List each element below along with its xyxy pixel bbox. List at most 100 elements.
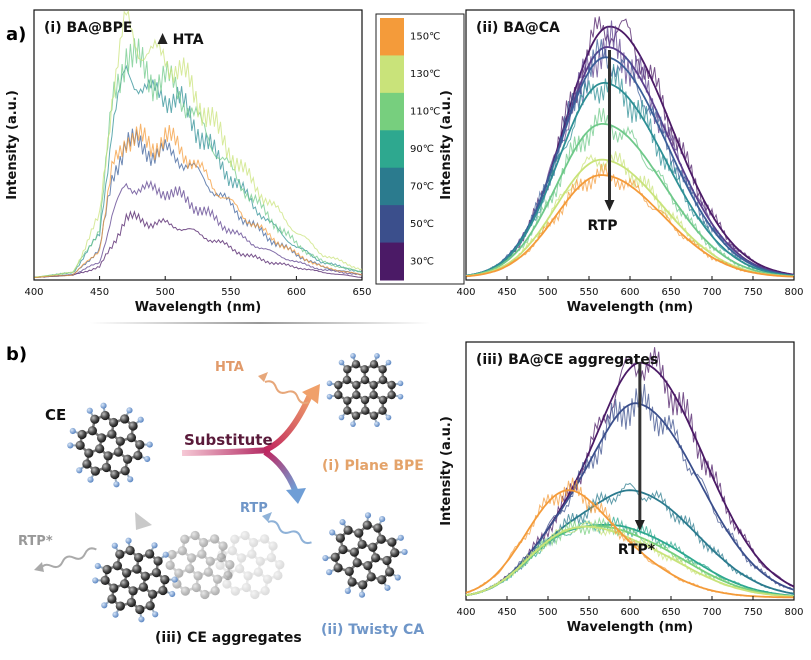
x-tick-label: 800: [784, 607, 803, 618]
hydrogen-atom: [385, 414, 392, 421]
rtp-wave-head: [262, 512, 272, 522]
carbon-atom: [352, 558, 362, 568]
colorbar-label: 70℃: [410, 181, 434, 192]
hydrogen-atom: [338, 414, 345, 421]
carbon-atom: [225, 560, 235, 570]
hydrogen-atom: [169, 590, 176, 598]
series-fit-70℃: [465, 56, 795, 277]
carbon-atom: [253, 567, 264, 577]
rtp-star-wave: [39, 547, 97, 571]
carbon-atom: [218, 541, 228, 551]
hydrogen-atom: [113, 481, 120, 488]
carbon-atom: [223, 570, 233, 581]
carbon-atom: [343, 365, 352, 374]
carbon-atom: [338, 544, 348, 555]
carbon-atom: [215, 560, 225, 570]
temperature-colorbar: 150℃ 130℃ 110℃ 90℃ 70℃ 50℃ 30℃: [375, 13, 465, 285]
carbon-atom: [128, 586, 138, 596]
x-tick-label: 600: [620, 287, 639, 298]
carbon-atom: [266, 552, 277, 563]
carbon-atom: [77, 429, 87, 440]
carbon-atom: [145, 549, 155, 559]
hydrogen-atom: [100, 402, 107, 409]
carbon-atom: [100, 575, 110, 585]
carbon-atom: [335, 533, 345, 543]
series-fit-30℃: [465, 361, 795, 597]
x-tick-label: 450: [497, 287, 516, 298]
hydrogen-atom: [374, 353, 380, 359]
carbon-atom: [87, 426, 98, 436]
x-tick-label: 700: [702, 607, 721, 618]
x-tick-label: 500: [538, 287, 557, 298]
carbon-atom: [369, 360, 379, 369]
carbon-atom: [191, 582, 202, 593]
hydrogen-atom: [322, 554, 329, 562]
ce-aggregate-molecule-1: [215, 530, 285, 600]
carbon-atom: [210, 534, 220, 544]
carbon-atom: [247, 549, 257, 559]
hta-label: HTA: [215, 360, 244, 375]
series-line-50℃: [465, 382, 795, 596]
hydrogen-atom: [94, 562, 101, 570]
x-tick-label: 400: [456, 607, 475, 618]
carbon-atom: [343, 406, 352, 415]
carbon-atom: [90, 414, 100, 424]
carbon-atom: [227, 546, 238, 556]
hydrogen-atom: [126, 407, 133, 414]
carbon-atom: [197, 549, 207, 559]
rtp-star-label: RTP*: [18, 534, 53, 549]
carbon-atom: [378, 375, 388, 385]
hydrogen-atom: [339, 519, 346, 526]
carbon-atom: [368, 542, 378, 552]
chart-title: (i) BA@BPE: [44, 20, 132, 36]
colorbar-segment: [380, 130, 404, 169]
hydrogen-atom: [92, 577, 99, 584]
hydrogen-atom: [379, 516, 386, 523]
hydrogen-atom: [385, 359, 392, 366]
ce-aggregates-label: (iii) CE aggregates: [155, 630, 302, 646]
carbon-atom: [230, 534, 240, 544]
hydrogen-atom: [329, 529, 336, 536]
hydrogen-atom: [111, 542, 118, 549]
x-tick-label: 400: [24, 287, 43, 298]
carbon-atom: [369, 380, 378, 390]
carbon-atom: [360, 375, 370, 385]
carbon-atom: [343, 396, 352, 405]
carbon-atom: [115, 549, 125, 559]
carbon-atom: [167, 549, 177, 560]
panel-b-label: b): [6, 344, 27, 365]
hydrogen-atom: [76, 467, 83, 474]
carbon-atom: [120, 466, 130, 476]
carbon-atom: [107, 594, 117, 604]
x-tick-label: 550: [579, 607, 598, 618]
carbon-atom: [369, 390, 378, 400]
schematic-panel: CE Substitute HTA RTP RTP* (i) Plane BPE…: [18, 322, 430, 646]
carbon-atom: [330, 552, 340, 562]
y-axis-label: Intensity (a.u.): [439, 416, 454, 526]
hydrogen-atom: [326, 569, 333, 576]
carbon-atom: [103, 451, 113, 461]
arrow-to-ca: [263, 449, 298, 492]
carbon-atom: [185, 564, 195, 574]
carbon-atom: [382, 555, 392, 566]
colorbar-frame: [375, 13, 465, 285]
carbon-atom: [361, 406, 370, 415]
hydrogen-atom: [144, 455, 151, 463]
carbon-atom: [343, 525, 353, 535]
carbon-atom: [358, 580, 368, 590]
colorbar-label: 50℃: [410, 219, 434, 230]
carbon-atom: [352, 380, 361, 390]
carbon-atom: [354, 528, 364, 538]
hydrogen-atom: [364, 512, 372, 519]
colorbar-segment: [380, 18, 404, 56]
hydrogen-atom: [171, 576, 178, 583]
hydrogen-atom: [397, 380, 404, 387]
hydrogen-atom: [67, 442, 74, 449]
hydrogen-atom: [384, 584, 391, 591]
carbon-atom: [378, 406, 387, 415]
carbon-atom: [115, 601, 125, 611]
carbon-atom: [121, 568, 132, 578]
arrow-head-bpe: [302, 384, 320, 404]
carbon-atom: [373, 523, 383, 533]
carbon-atom: [344, 566, 354, 576]
